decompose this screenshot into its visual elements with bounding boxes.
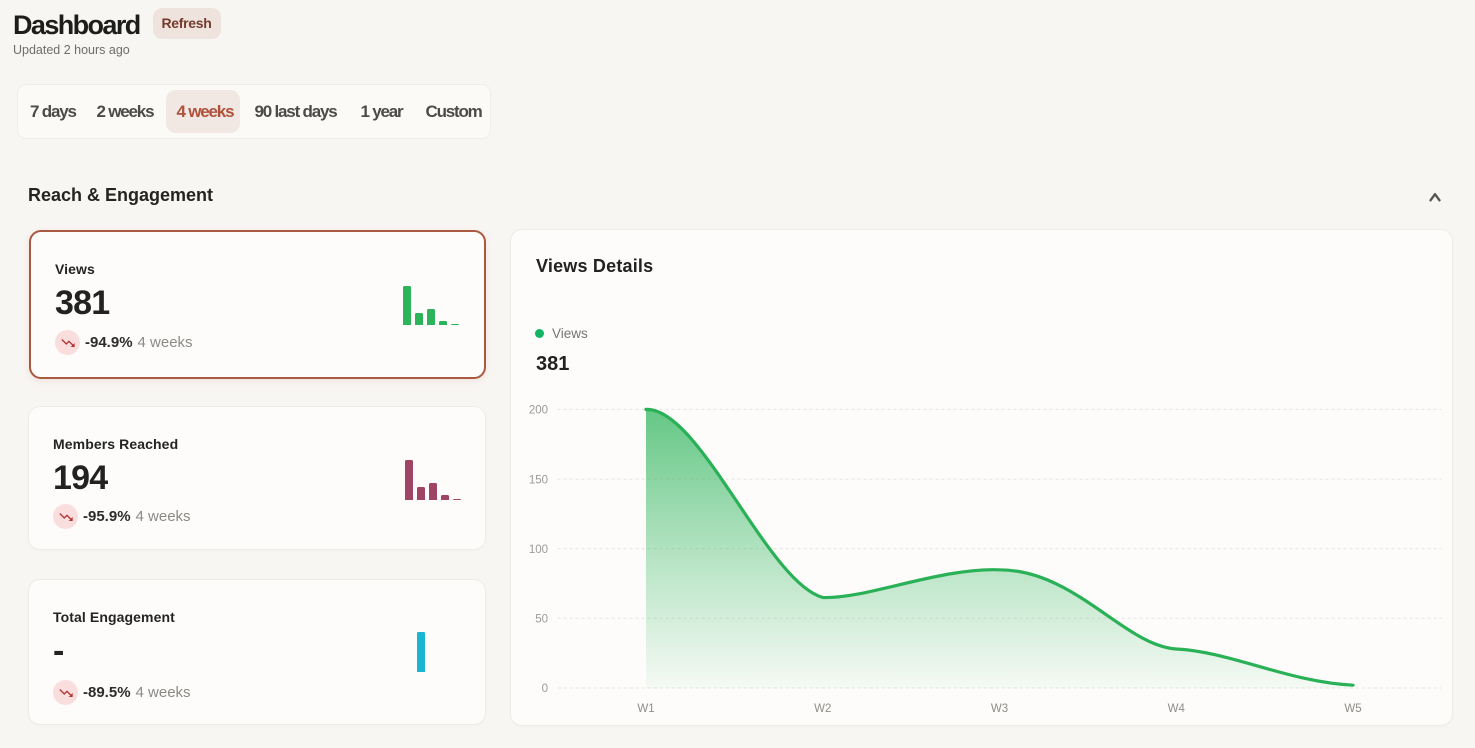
svg-text:W3: W3 [991, 703, 1008, 715]
svg-text:200: 200 [529, 405, 548, 417]
svg-text:150: 150 [529, 474, 548, 486]
svg-text:W4: W4 [1168, 703, 1186, 715]
svg-text:W1: W1 [637, 703, 654, 715]
svg-text:50: 50 [535, 614, 548, 626]
svg-text:0: 0 [542, 683, 548, 695]
svg-text:100: 100 [529, 544, 548, 556]
svg-text:W5: W5 [1344, 703, 1361, 715]
svg-text:W2: W2 [814, 703, 831, 715]
